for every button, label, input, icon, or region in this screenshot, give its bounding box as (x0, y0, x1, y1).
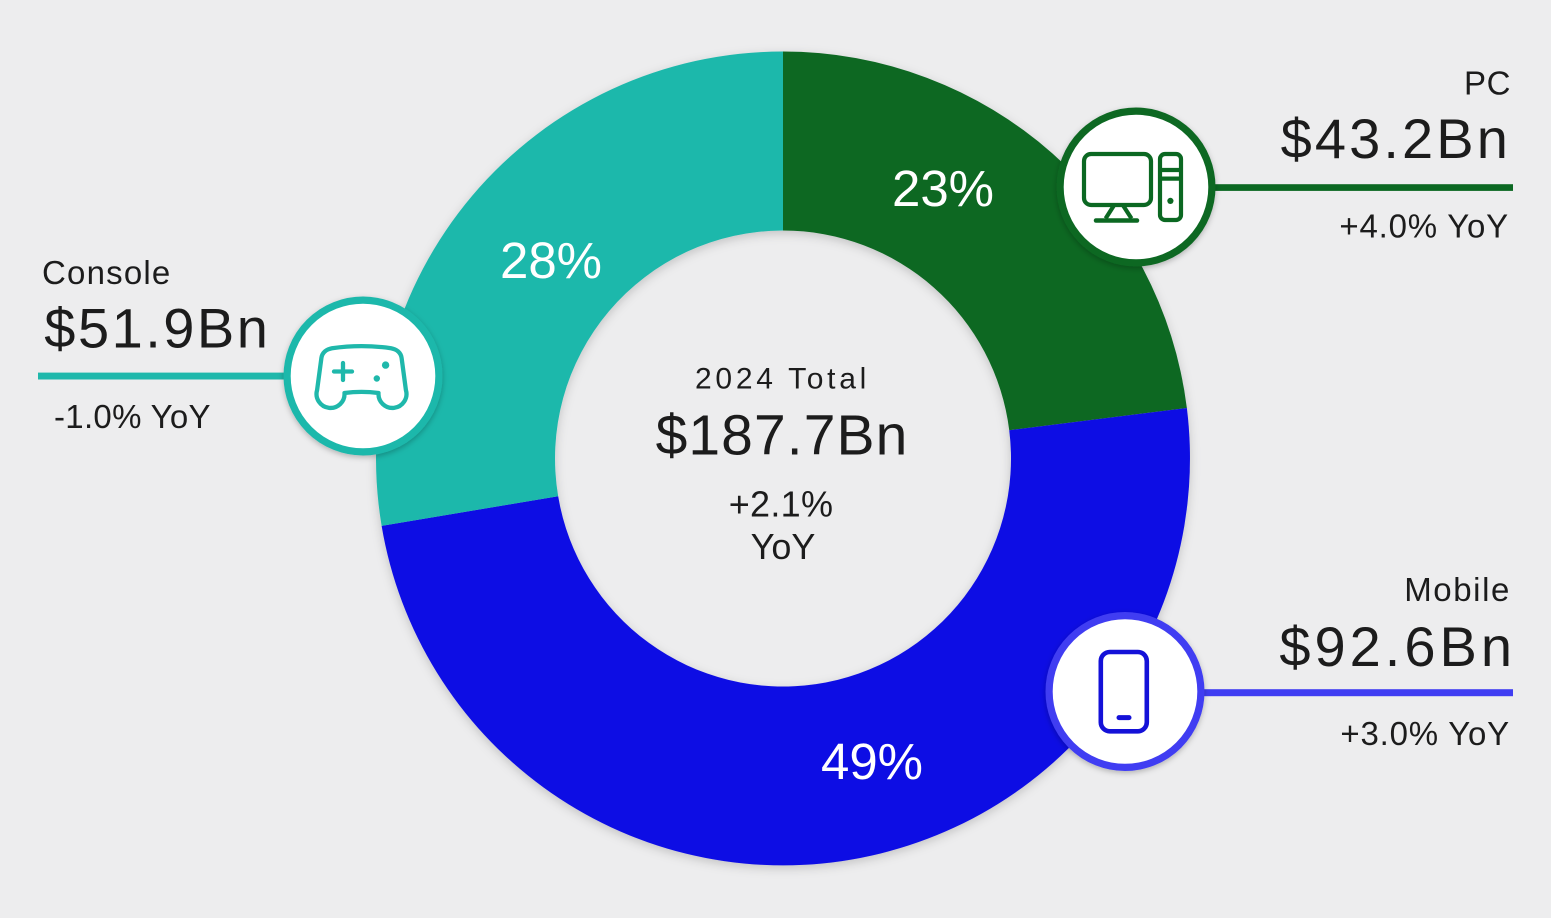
svg-text:$187.7Bn: $187.7Bn (656, 404, 909, 468)
svg-text:28%: 28% (500, 232, 602, 289)
svg-text:PC: PC (1464, 64, 1511, 101)
svg-text:$43.2Bn: $43.2Bn (1281, 107, 1511, 170)
svg-text:+2.1%: +2.1% (729, 484, 834, 525)
svg-text:Console: Console (42, 254, 171, 291)
svg-text:2024 Total: 2024 Total (695, 363, 870, 396)
svg-text:49%: 49% (821, 733, 923, 790)
svg-text:$92.6Bn: $92.6Bn (1279, 615, 1516, 678)
svg-text:+3.0% YoY: +3.0% YoY (1340, 715, 1510, 752)
svg-text:$51.9Bn: $51.9Bn (44, 297, 270, 360)
svg-text:-1.0% YoY: -1.0% YoY (54, 398, 211, 435)
svg-text:YoY: YoY (751, 526, 816, 567)
svg-text:+4.0% YoY: +4.0% YoY (1339, 208, 1509, 245)
svg-text:23%: 23% (892, 160, 994, 217)
svg-text:Mobile: Mobile (1404, 571, 1511, 608)
